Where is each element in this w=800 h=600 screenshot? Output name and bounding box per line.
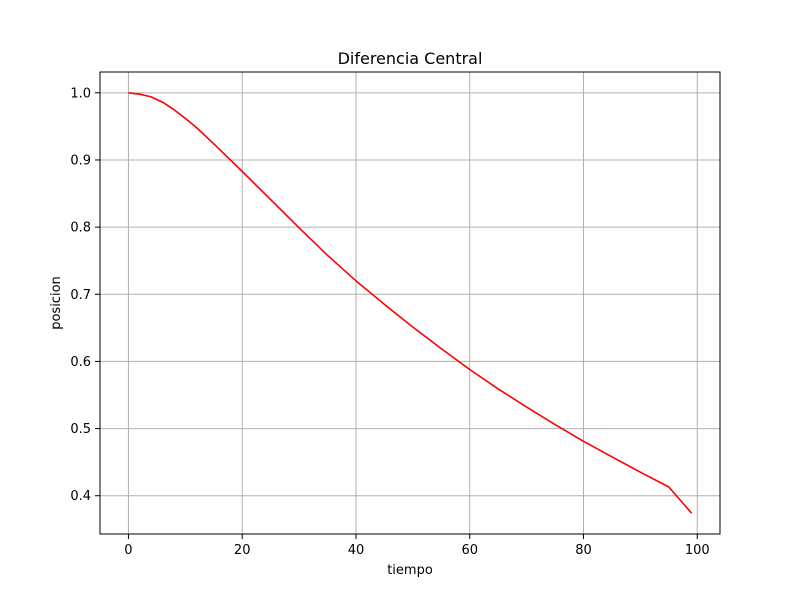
x-tick-label: 80 (575, 543, 592, 558)
series-line (128, 92, 693, 514)
x-tick-label: 60 (461, 543, 478, 558)
y-tick-label: 0.9 (70, 153, 91, 168)
y-tick-label: 0.6 (70, 355, 91, 370)
y-tick-label: 1.0 (70, 86, 91, 101)
y-tick-label: 0.8 (70, 221, 91, 236)
y-tick-label: 0.4 (70, 489, 91, 504)
x-tick-label: 40 (348, 543, 365, 558)
plot-area-frame (99, 71, 721, 535)
chart-title: Diferencia Central (338, 49, 483, 68)
y-axis-label: posicion (49, 276, 64, 330)
y-tick-label: 0.7 (70, 288, 91, 303)
x-tick-label: 20 (234, 543, 251, 558)
x-tick-label: 0 (124, 543, 132, 558)
x-axis-label: tiempo (387, 563, 433, 578)
series-layer (128, 92, 693, 514)
x-tick-label: 100 (685, 543, 710, 558)
grid (100, 72, 720, 534)
y-tick-label: 0.5 (70, 422, 91, 437)
x-axis-ticks: 0 20 40 60 80 100 (124, 534, 710, 558)
y-axis-ticks: 0.4 0.5 0.6 0.7 0.8 0.9 1.0 (70, 86, 100, 504)
